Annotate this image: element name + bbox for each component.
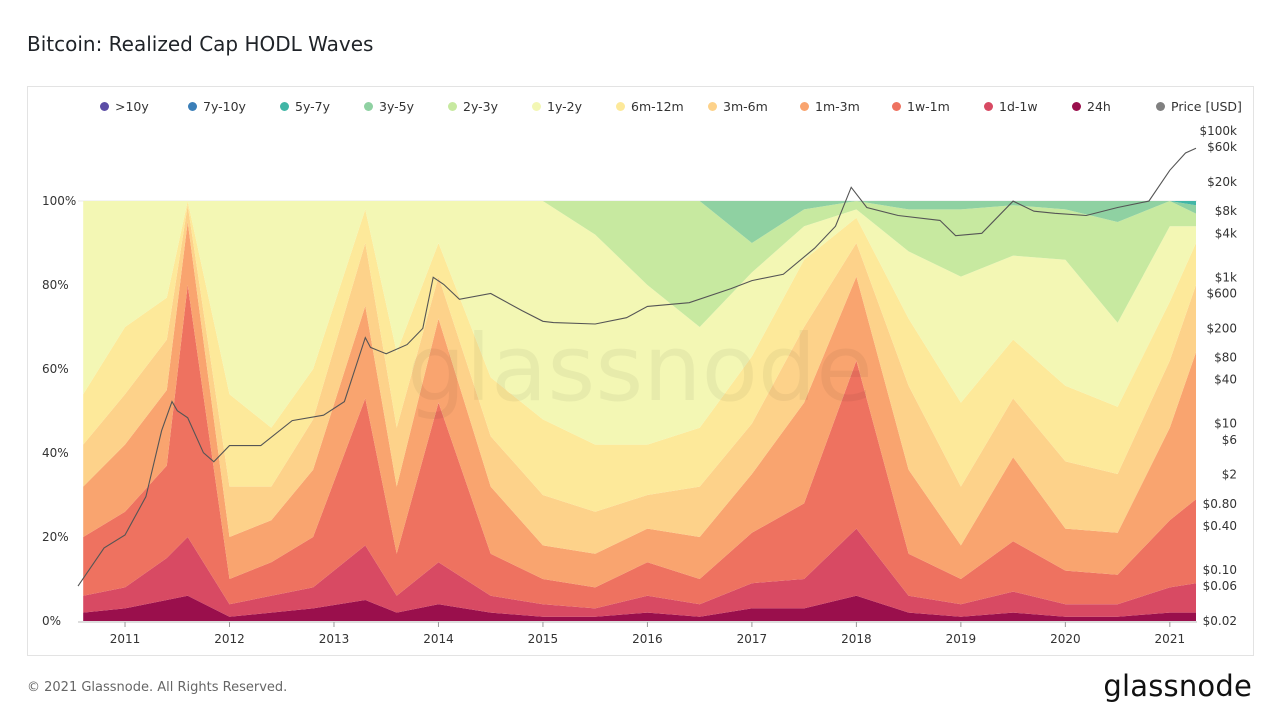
y-right-tick-label: $2 bbox=[1222, 468, 1237, 482]
legend-dot bbox=[708, 101, 717, 111]
legend-item-price-usd-[interactable]: Price [USD] bbox=[1156, 97, 1256, 115]
legend-dot bbox=[1156, 101, 1165, 111]
y-right-tick-label: $8k bbox=[1215, 204, 1237, 218]
y-right-tick-label: $4k bbox=[1215, 226, 1237, 240]
y-right-tick-label: $0.80 bbox=[1203, 497, 1237, 511]
legend-label: 6m-12m bbox=[631, 98, 684, 114]
y-left-tick-label: 100% bbox=[42, 194, 76, 208]
legend-dot bbox=[364, 101, 373, 111]
area-3m-6m bbox=[83, 205, 1197, 554]
x-tick-label: 2021 bbox=[1155, 632, 1186, 646]
legend-dot bbox=[532, 101, 541, 111]
legend-label: Price [USD] bbox=[1171, 98, 1242, 114]
y-left-tick-label: 40% bbox=[42, 446, 69, 460]
y-right-tick-label: $0.02 bbox=[1203, 614, 1237, 628]
x-tick-label: 2019 bbox=[946, 632, 977, 646]
area-1y-2y bbox=[83, 201, 1197, 445]
x-tick-label: 2018 bbox=[841, 632, 872, 646]
copyright-text: © 2021 Glassnode. All Rights Reserved. bbox=[27, 680, 288, 695]
legend-label: 1w-1m bbox=[907, 98, 950, 114]
y-right-tick-label: $600 bbox=[1206, 287, 1237, 301]
chart-title: Bitcoin: Realized Cap HODL Waves bbox=[27, 32, 374, 56]
y-right-tick-label: $40 bbox=[1214, 373, 1237, 387]
area-1m-3m bbox=[83, 222, 1197, 588]
legend-dot bbox=[188, 101, 197, 111]
legend-dot bbox=[100, 101, 109, 111]
watermark-text: glassnode bbox=[407, 315, 873, 422]
legend-item-1d-1w[interactable]: 1d-1w bbox=[984, 97, 1072, 115]
legend-label: 3m-6m bbox=[723, 98, 768, 114]
legend-label: 5y-7y bbox=[295, 98, 330, 114]
x-tick-label: 2011 bbox=[110, 632, 141, 646]
area-1d-1w bbox=[83, 528, 1197, 617]
y-right-tick-label: $10 bbox=[1214, 417, 1237, 431]
area-24h bbox=[83, 595, 1197, 621]
legend-label: 1y-2y bbox=[547, 98, 582, 114]
area-1w-1m bbox=[83, 285, 1197, 609]
y-left-tick-label: 0% bbox=[42, 614, 61, 628]
legend-item-1w-1m[interactable]: 1w-1m bbox=[892, 97, 984, 115]
legend-dot bbox=[984, 101, 993, 111]
legend-label: 7y-10y bbox=[203, 98, 246, 114]
legend-label: 24h bbox=[1087, 98, 1111, 114]
y-right-tick-label: $0.06 bbox=[1203, 579, 1237, 593]
y-left-tick-label: 20% bbox=[42, 530, 69, 544]
area-layers bbox=[83, 201, 1197, 621]
y-right-tick-label: $0.10 bbox=[1203, 563, 1237, 577]
legend-dot bbox=[1072, 101, 1081, 111]
x-tick-label: 2015 bbox=[528, 632, 559, 646]
glassnode-logo: glassnode bbox=[1103, 669, 1252, 703]
legend-item-2y-3y[interactable]: 2y-3y bbox=[448, 97, 532, 115]
y-right-tick-label: $200 bbox=[1206, 321, 1237, 335]
legend: >10y 7y-10y 5y-7y 3y-5y 2y-3y 1y-2y 6m-12m 3m-6… bbox=[100, 97, 1256, 115]
y-right-tick-label: $80 bbox=[1214, 351, 1237, 365]
y-left-tick-label: 60% bbox=[42, 362, 69, 376]
legend-item-1y-2y[interactable]: 1y-2y bbox=[532, 97, 616, 115]
y-right-tick-label: $20k bbox=[1207, 175, 1237, 189]
x-tick-label: 2014 bbox=[423, 632, 454, 646]
legend-label: 2y-3y bbox=[463, 98, 498, 114]
legend-dot bbox=[892, 101, 901, 111]
price-line bbox=[77, 147, 1197, 587]
legend-dot bbox=[800, 101, 809, 111]
x-tick-label: 2020 bbox=[1050, 632, 1081, 646]
y-right-tick-label: $1k bbox=[1215, 270, 1237, 284]
x-tick-label: 2017 bbox=[737, 632, 768, 646]
area-6m-12m bbox=[83, 201, 1197, 512]
legend-label: 1m-3m bbox=[815, 98, 860, 114]
x-tick-label: 2012 bbox=[214, 632, 245, 646]
legend-item-24h[interactable]: 24h bbox=[1072, 97, 1156, 115]
area-2y-3y bbox=[83, 201, 1197, 327]
y-left-tick-label: 80% bbox=[42, 278, 69, 292]
legend-item--10y[interactable]: >10y bbox=[100, 97, 188, 115]
x-tick-label: 2016 bbox=[632, 632, 663, 646]
legend-dot bbox=[448, 101, 457, 111]
legend-item-3m-6m[interactable]: 3m-6m bbox=[708, 97, 800, 115]
legend-label: >10y bbox=[115, 98, 149, 114]
y-right-tick-label: $60k bbox=[1207, 140, 1237, 154]
legend-label: 3y-5y bbox=[379, 98, 414, 114]
legend-dot bbox=[280, 101, 289, 111]
legend-item-3y-5y[interactable]: 3y-5y bbox=[364, 97, 448, 115]
y-right-tick-label: $100k bbox=[1200, 124, 1238, 138]
y-right-tick-label: $0.40 bbox=[1203, 519, 1237, 533]
legend-item-5y-7y[interactable]: 5y-7y bbox=[280, 97, 364, 115]
legend-item-7y-10y[interactable]: 7y-10y bbox=[188, 97, 280, 115]
legend-dot bbox=[616, 101, 625, 111]
legend-item-1m-3m[interactable]: 1m-3m bbox=[800, 97, 892, 115]
x-tick-label: 2013 bbox=[319, 632, 350, 646]
legend-label: 1d-1w bbox=[999, 98, 1038, 114]
area-3y-5y bbox=[83, 201, 1197, 243]
y-right-tick-label: $6 bbox=[1222, 433, 1237, 447]
legend-item-6m-12m[interactable]: 6m-12m bbox=[616, 97, 708, 115]
